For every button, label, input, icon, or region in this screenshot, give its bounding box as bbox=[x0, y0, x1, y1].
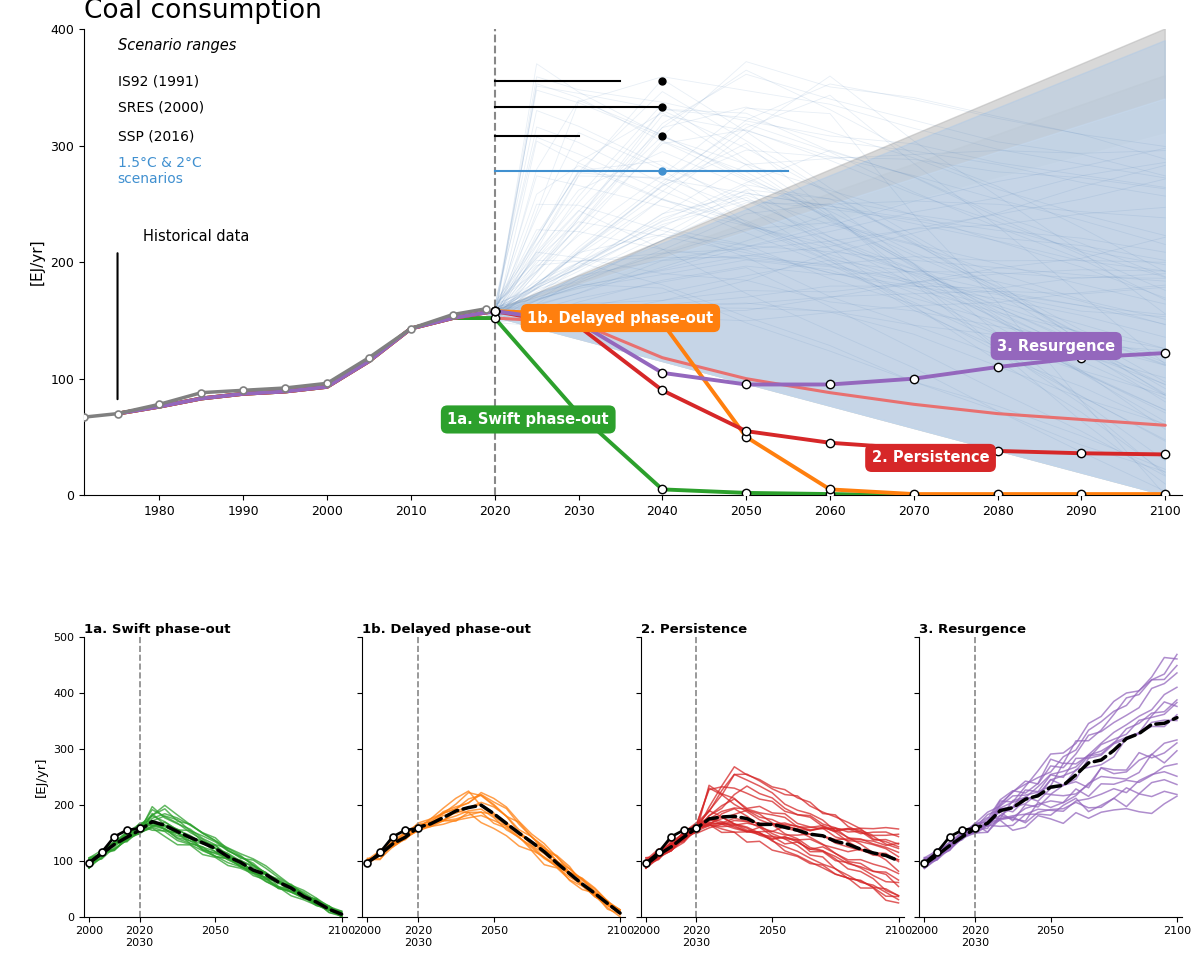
Text: Historical data: Historical data bbox=[143, 229, 250, 244]
Polygon shape bbox=[486, 29, 1165, 495]
Text: 3. Resurgence: 3. Resurgence bbox=[997, 339, 1115, 353]
Polygon shape bbox=[486, 134, 1165, 495]
Text: 1.5°C & 2°C
scenarios: 1.5°C & 2°C scenarios bbox=[118, 156, 202, 186]
Text: 2. Persistence: 2. Persistence bbox=[641, 622, 748, 636]
Polygon shape bbox=[486, 41, 1165, 495]
Y-axis label: [EJ/yr]: [EJ/yr] bbox=[35, 757, 48, 797]
Polygon shape bbox=[486, 98, 1165, 495]
Text: Coal consumption: Coal consumption bbox=[84, 0, 322, 24]
Text: 1b. Delayed phase-out: 1b. Delayed phase-out bbox=[527, 311, 714, 325]
Text: SRES (2000): SRES (2000) bbox=[118, 100, 208, 114]
Polygon shape bbox=[486, 75, 1165, 495]
Text: 1b. Delayed phase-out: 1b. Delayed phase-out bbox=[362, 622, 532, 636]
Y-axis label: [EJ/yr]: [EJ/yr] bbox=[30, 238, 44, 286]
Text: 3. Resurgence: 3. Resurgence bbox=[919, 622, 1026, 636]
Text: IS92 (1991): IS92 (1991) bbox=[118, 74, 208, 89]
Text: Scenario ranges: Scenario ranges bbox=[118, 38, 236, 53]
Text: SSP (2016): SSP (2016) bbox=[118, 129, 208, 143]
Text: 2. Persistence: 2. Persistence bbox=[871, 451, 989, 465]
Text: 1a. Swift phase-out: 1a. Swift phase-out bbox=[84, 622, 230, 636]
Text: 1a. Swift phase-out: 1a. Swift phase-out bbox=[448, 412, 610, 427]
